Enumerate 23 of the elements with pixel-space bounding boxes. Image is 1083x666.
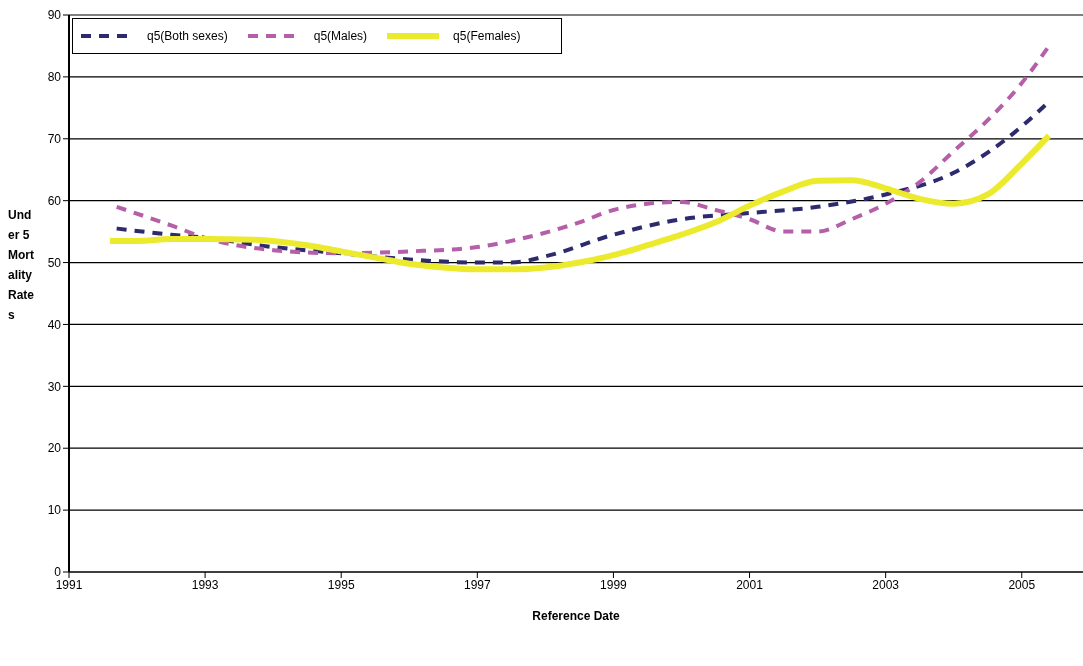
legend-label: q5(Males) xyxy=(313,29,368,43)
x-tick-label: 1993 xyxy=(191,577,219,592)
y-tick-label: 30 xyxy=(47,379,62,394)
x-tick-label: 2003 xyxy=(872,577,900,592)
y-tick-label: 20 xyxy=(47,441,62,456)
y-tick-label: 40 xyxy=(47,317,62,332)
y-tick-label: 70 xyxy=(47,132,62,147)
x-tick-label: 2005 xyxy=(1008,577,1036,592)
legend-label: q5(Both sexes) xyxy=(147,29,228,43)
x-tick-label: 1995 xyxy=(327,577,355,592)
y-axis-title: Under 5 Mortality Rates xyxy=(8,207,35,324)
x-tick-label: 2001 xyxy=(736,577,764,592)
legend-label: q5(Females) xyxy=(453,29,521,43)
y-tick-label: 10 xyxy=(47,503,62,518)
y-tick-label: 90 xyxy=(47,8,62,23)
x-tick-label: 1991 xyxy=(55,577,83,592)
y-tick-label: 80 xyxy=(47,70,62,85)
x-axis-title: Reference Date xyxy=(532,609,621,623)
y-tick-label: 50 xyxy=(47,255,62,270)
x-tick-label: 1999 xyxy=(600,577,628,592)
x-tick-label: 1997 xyxy=(463,577,491,592)
y-tick-label: 0 xyxy=(54,565,62,580)
y-tick-label: 60 xyxy=(47,193,62,208)
